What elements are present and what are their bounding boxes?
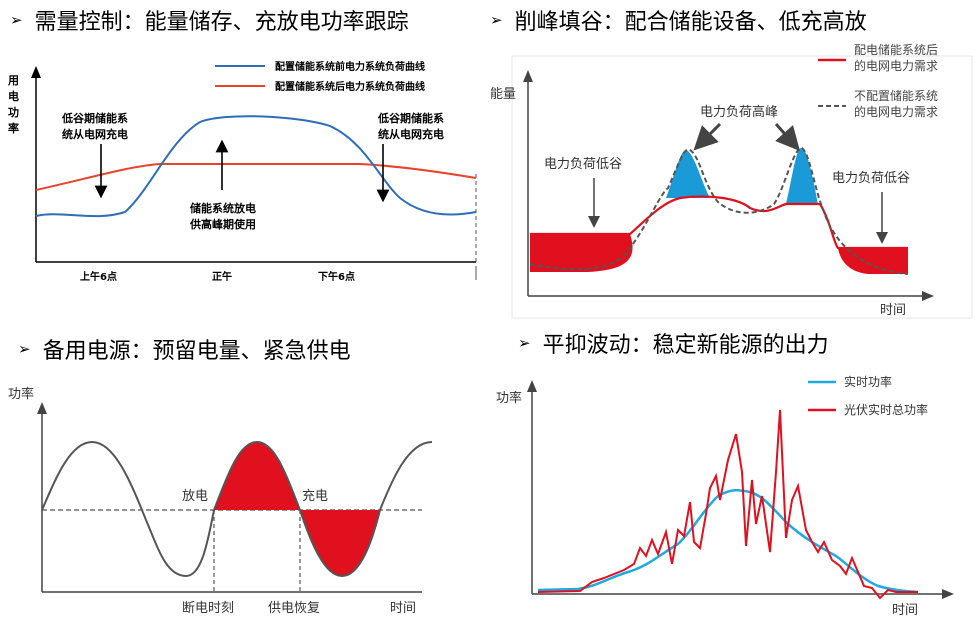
y-axis-label: 功率 [8, 386, 34, 402]
after-storage-demand-curve [530, 195, 908, 250]
x-axis-label: 时间 [390, 601, 416, 616]
label-valley-right: 电力负荷低谷 [832, 171, 910, 186]
after-storage-load-curve [35, 163, 477, 191]
valley-fill-right [838, 248, 908, 274]
legend-blue-label: 配置储能系统前电力系统负荷曲线 [275, 60, 425, 73]
peak-arrow-right [774, 123, 800, 151]
y-axis-label: 功率 [496, 390, 522, 406]
note-left-line1: 低谷期储能系 [61, 111, 128, 125]
without-storage-demand-curve [529, 147, 909, 275]
x-tick-label: 上午6点 [80, 270, 117, 283]
section-heading-smoothing: ➢ 平抑波动：稳定新能源的出力 [518, 327, 829, 359]
y-axis-label: 功 [8, 105, 19, 119]
legend-red-label-line1: 配电储能系统后 [854, 42, 938, 57]
note-center-line2: 供高峰期使用 [189, 217, 256, 231]
bullet-arrow-icon: ➢ [518, 334, 531, 352]
x-axis-arrow-icon [942, 589, 954, 599]
x-tick-label: 正午 [212, 270, 232, 283]
label-outage: 断电时刻 [182, 601, 234, 616]
label-valley-left: 电力负荷低谷 [544, 157, 622, 172]
panel-border [511, 55, 973, 319]
x-axis-label: 时间 [892, 603, 918, 618]
peak-shaving-diagram: 能量 时间 配电储能系统后 的电网电力需求 不配置储能系统 的电网电力需求 电力… [490, 42, 973, 319]
charge-fill [300, 510, 380, 576]
before-storage-load-curve [35, 115, 477, 218]
section-heading-demand-control: ➢ 需量控制：能量储存、充放电功率跟踪 [10, 4, 409, 36]
x-axis-label: 时间 [880, 303, 906, 318]
label-peak: 电力负荷高峰 [700, 104, 778, 120]
valley-fill-left [530, 234, 633, 272]
y-axis-label: 能量 [490, 87, 516, 102]
note-right-line2: 统从电网充电 [378, 127, 444, 141]
x-tick-label: 下午6点 [318, 270, 355, 283]
legend-dash-label-line1: 不配置储能系统 [854, 88, 938, 103]
section-heading-backup-power: ➢ 备用电源：预留电量、紧急供电 [18, 333, 351, 365]
peak-arrow-left [693, 122, 722, 151]
section-heading-peak-shaving: ➢ 削峰填谷：配合储能设备、低充高放 [490, 4, 867, 36]
legend-dash-label-line2: 的电网电力需求 [854, 104, 938, 119]
legend-red-label-line2: 的电网电力需求 [854, 58, 938, 73]
y-axis-label: 率 [8, 121, 19, 135]
section-title: 平抑波动：稳定新能源的出力 [542, 333, 829, 358]
y-axis-label: 电 [8, 89, 19, 103]
backup-power-diagram: 功率 放电 充电 断电时刻 供电恢复 时间 [8, 386, 433, 616]
y-axis-arrow-icon [527, 380, 537, 392]
legend-red-label: 配置储能系统后电力系统负荷曲线 [275, 80, 425, 93]
note-right-line1: 低谷期储能系 [377, 111, 444, 125]
y-axis-arrow-icon [523, 70, 533, 82]
note-center-line1: 储能系统放电 [190, 201, 256, 215]
demand-control-diagram: 用 电 功 率 配置储能系统前电力系统负荷曲线 配置储能系统后电力系统负荷曲线 … [8, 60, 477, 283]
x-axis-arrow-icon [922, 291, 934, 301]
note-left-line2: 统从电网充电 [62, 127, 128, 141]
legend-red-label: 光伏实时总功率 [844, 402, 928, 417]
label-discharge: 放电 [182, 489, 208, 504]
label-restore: 供电恢复 [268, 601, 320, 616]
power-sine-curve [41, 440, 433, 578]
pv-total-power-curve [537, 409, 918, 600]
peak-fill-left [666, 150, 710, 198]
section-title: 备用电源：预留电量、紧急供电 [42, 339, 351, 364]
bullet-arrow-icon: ➢ [18, 340, 31, 358]
y-axis-label: 用 [8, 74, 19, 87]
label-charge: 充电 [302, 488, 328, 504]
legend-blue-label: 实时功率 [844, 374, 892, 389]
section-title: 需量控制：能量储存、充放电功率跟踪 [34, 10, 409, 35]
section-title: 削峰填谷：配合储能设备、低充高放 [514, 10, 867, 35]
bullet-arrow-icon: ➢ [490, 11, 503, 29]
peak-fill-right [786, 147, 818, 204]
discharge-fill [214, 442, 300, 510]
bullet-arrow-icon: ➢ [10, 11, 23, 29]
y-axis-arrow-icon [31, 66, 41, 78]
y-axis-arrow-icon [37, 402, 47, 414]
smoothing-diagram: 功率 时间 实时功率 光伏实时总功率 [496, 374, 954, 618]
